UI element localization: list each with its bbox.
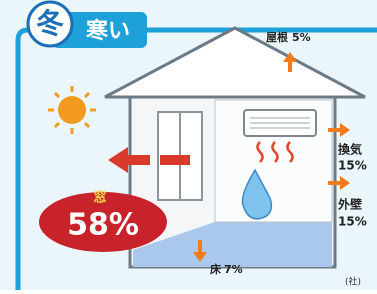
diagram: 窓 58% 冬 寒い 屋根 5% 換気 15% 外壁 15% 床 7% (社) xyxy=(0,0,377,290)
window-value: 58% xyxy=(67,208,139,243)
season: 冬 xyxy=(36,7,64,40)
subtitle: 寒い xyxy=(86,18,130,44)
wall-value: 15% xyxy=(338,215,367,229)
floor-value: 7% xyxy=(224,263,243,276)
roof-value: 5% xyxy=(292,31,311,44)
page: 窓 58% 冬 寒い 屋根 5% 換気 15% 外壁 15% 床 7% (社) … xyxy=(0,0,377,290)
roof-name: 屋根 xyxy=(266,30,289,44)
window-arrow-tail xyxy=(160,155,190,165)
ventilation-value: 15% xyxy=(338,159,367,173)
floor-name: 床 xyxy=(210,262,222,276)
sun xyxy=(58,96,86,124)
window-label: 窓 xyxy=(93,190,106,206)
source: (社) xyxy=(345,276,361,288)
wall-name: 外壁 xyxy=(338,197,362,212)
ventilation-name: 換気 xyxy=(338,142,362,157)
